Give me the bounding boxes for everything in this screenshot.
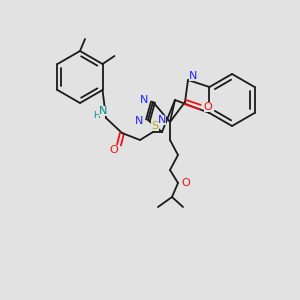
Text: O: O — [182, 178, 190, 188]
Text: O: O — [110, 145, 118, 155]
Text: O: O — [204, 102, 212, 112]
Text: N: N — [158, 115, 166, 125]
Text: S: S — [152, 121, 159, 131]
Text: N: N — [140, 95, 148, 105]
Text: N: N — [99, 106, 107, 116]
Text: N: N — [189, 71, 197, 81]
Text: N: N — [135, 116, 143, 126]
Text: H: H — [94, 110, 100, 119]
